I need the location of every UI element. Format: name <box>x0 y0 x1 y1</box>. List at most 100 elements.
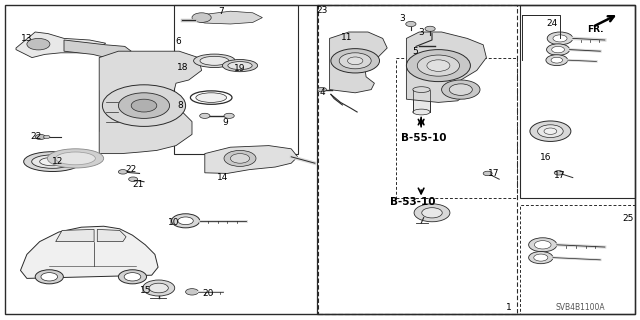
Text: 19: 19 <box>234 64 246 73</box>
Text: 9: 9 <box>223 118 228 127</box>
Bar <box>318 5 517 314</box>
Polygon shape <box>195 11 262 24</box>
Bar <box>174 5 298 154</box>
Text: 22: 22 <box>30 132 42 140</box>
Ellipse shape <box>413 87 430 92</box>
Text: 4: 4 <box>319 88 324 97</box>
Text: 24: 24 <box>546 19 557 28</box>
Polygon shape <box>99 51 202 154</box>
Circle shape <box>348 57 363 65</box>
Circle shape <box>224 113 234 118</box>
Circle shape <box>406 21 416 27</box>
Bar <box>413 90 430 112</box>
Circle shape <box>422 208 442 218</box>
Text: 22: 22 <box>125 165 137 174</box>
Polygon shape <box>205 146 298 173</box>
Ellipse shape <box>56 152 95 165</box>
Circle shape <box>553 35 567 42</box>
Circle shape <box>178 217 193 225</box>
Text: 3: 3 <box>399 14 404 23</box>
Circle shape <box>35 134 45 140</box>
Text: 17: 17 <box>554 171 566 180</box>
Circle shape <box>331 49 380 73</box>
Bar <box>317 5 635 314</box>
Circle shape <box>414 204 450 222</box>
Circle shape <box>224 150 256 166</box>
Circle shape <box>118 93 170 118</box>
Circle shape <box>483 171 492 176</box>
Text: 15: 15 <box>140 286 152 295</box>
Text: 10: 10 <box>168 218 180 227</box>
Circle shape <box>172 214 200 228</box>
Ellipse shape <box>223 60 258 72</box>
Circle shape <box>102 85 186 126</box>
Ellipse shape <box>40 157 65 166</box>
Circle shape <box>551 57 563 63</box>
Circle shape <box>417 55 460 76</box>
Ellipse shape <box>24 152 81 172</box>
Text: 11: 11 <box>341 33 353 42</box>
Circle shape <box>538 125 563 138</box>
Circle shape <box>35 270 63 284</box>
Text: 13: 13 <box>21 34 33 43</box>
Circle shape <box>317 87 326 92</box>
Circle shape <box>149 283 168 293</box>
Circle shape <box>530 121 571 141</box>
Circle shape <box>427 60 450 71</box>
Bar <box>99 90 125 131</box>
Text: 5: 5 <box>412 47 417 56</box>
Ellipse shape <box>200 56 229 65</box>
Circle shape <box>529 238 557 252</box>
Circle shape <box>118 270 147 284</box>
Text: 20: 20 <box>202 289 214 298</box>
Circle shape <box>200 113 210 118</box>
Ellipse shape <box>196 93 227 102</box>
Text: 16: 16 <box>540 153 551 162</box>
Ellipse shape <box>193 54 236 68</box>
Polygon shape <box>330 32 387 93</box>
Text: B-55-10: B-55-10 <box>401 133 447 143</box>
Circle shape <box>552 46 564 53</box>
Polygon shape <box>64 40 131 58</box>
Text: 8: 8 <box>178 101 183 110</box>
Text: 14: 14 <box>217 173 228 182</box>
Circle shape <box>546 55 568 66</box>
Bar <box>520 205 635 314</box>
Text: 6: 6 <box>175 37 180 46</box>
Polygon shape <box>406 32 486 102</box>
Circle shape <box>339 53 371 69</box>
Circle shape <box>118 170 127 174</box>
Text: FR.: FR. <box>587 25 604 34</box>
Circle shape <box>192 13 211 22</box>
Circle shape <box>547 44 570 55</box>
Polygon shape <box>20 226 158 278</box>
Circle shape <box>44 135 50 139</box>
Circle shape <box>186 289 198 295</box>
Polygon shape <box>56 229 94 242</box>
Bar <box>520 5 635 198</box>
Circle shape <box>425 26 435 31</box>
Text: 23: 23 <box>316 6 328 15</box>
Polygon shape <box>16 32 106 58</box>
Circle shape <box>529 252 553 264</box>
Circle shape <box>544 128 557 134</box>
Circle shape <box>230 154 250 163</box>
Text: 12: 12 <box>52 157 63 166</box>
Circle shape <box>41 273 58 281</box>
Circle shape <box>143 280 175 296</box>
Text: 25: 25 <box>623 214 634 223</box>
Text: B-53-10: B-53-10 <box>390 197 436 207</box>
Text: 18: 18 <box>177 63 188 72</box>
Ellipse shape <box>47 149 104 168</box>
Bar <box>396 58 517 198</box>
Text: 1: 1 <box>506 303 511 312</box>
Ellipse shape <box>32 155 73 168</box>
Circle shape <box>534 254 548 261</box>
Circle shape <box>124 273 141 281</box>
Ellipse shape <box>413 109 430 115</box>
Circle shape <box>442 80 480 99</box>
Text: 3: 3 <box>419 28 424 37</box>
Text: 7: 7 <box>218 7 223 16</box>
Text: SVB4B1100A: SVB4B1100A <box>556 303 605 312</box>
Ellipse shape <box>228 61 252 70</box>
